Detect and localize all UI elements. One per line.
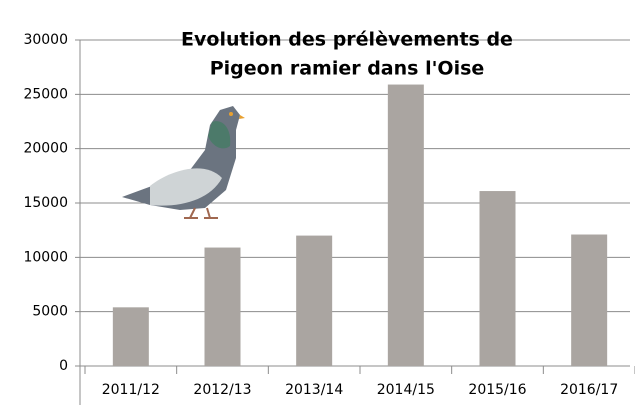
pigeon-illustration [122, 106, 245, 219]
x-tick-label: 2013/14 [285, 382, 343, 398]
y-tick-label: 0 [59, 358, 68, 374]
y-tick-label: 30000 [23, 32, 68, 48]
x-tick-label: 2012/13 [193, 382, 251, 398]
x-tick-label: 2015/16 [468, 382, 526, 398]
y-tick-label: 20000 [23, 141, 68, 157]
x-tick-label: 2016/17 [560, 382, 618, 398]
bar [387, 84, 424, 366]
plot: 0 5000 10000 15000 20000 25000 30000 2011/12 201… [23, 32, 635, 405]
x-tick-label: 2011/12 [102, 382, 160, 398]
chart-title: Evolution des prélèvements de [181, 29, 513, 51]
bar [296, 235, 333, 366]
y-tick-label: 10000 [23, 249, 68, 265]
chart-title: Pigeon ramier dans l'Oise [210, 58, 485, 80]
y-tick-label: 25000 [23, 86, 68, 102]
x-tick-label: 2014/15 [377, 382, 435, 398]
bar [571, 234, 608, 366]
bar [479, 191, 516, 366]
y-tick-label: 5000 [32, 304, 68, 320]
bar [112, 307, 149, 366]
bar [204, 247, 241, 366]
y-tick-label: 15000 [23, 195, 68, 211]
